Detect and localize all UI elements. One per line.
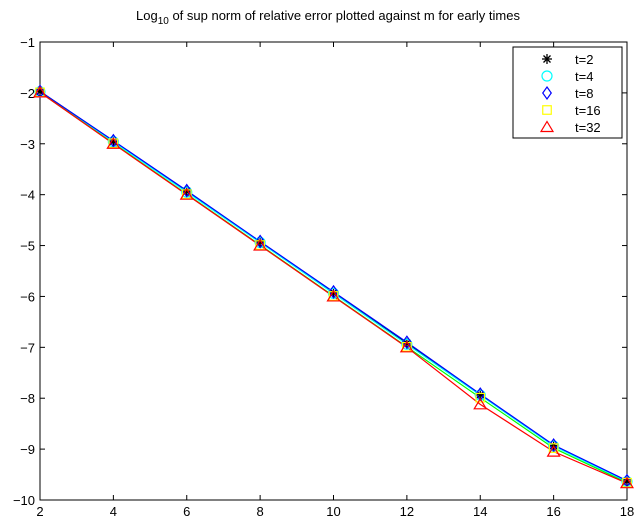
x-tick-label: 6	[183, 504, 190, 519]
y-tick-label: −1	[20, 35, 35, 50]
data-point	[181, 183, 192, 198]
data-point	[548, 443, 559, 453]
data-point	[475, 387, 486, 402]
legend-marker	[539, 120, 555, 133]
y-tick-label: −8	[20, 391, 35, 406]
y-tick-label: −2	[20, 86, 35, 101]
data-point	[399, 340, 414, 353]
legend-marker	[542, 54, 552, 64]
y-tick-label: −6	[20, 289, 35, 304]
legend-marker	[542, 85, 552, 101]
chart-title: Log10 of sup norm of relative error plot…	[136, 8, 520, 27]
legend-label: t=2	[575, 52, 593, 67]
data-point	[475, 392, 486, 403]
x-tick-label: 16	[546, 504, 560, 519]
data-point	[179, 188, 194, 200]
legend: t=2 t=4 t=8 t=16 t=32	[512, 46, 623, 139]
x-tick-label: 14	[473, 504, 487, 519]
x-tick-label: 10	[326, 504, 340, 519]
chart-title-rest: of sup norm of relative error plotted ag…	[169, 8, 521, 23]
legend-marker	[542, 105, 552, 115]
data-point	[253, 238, 268, 251]
data-point	[401, 335, 412, 350]
series-group	[32, 84, 634, 489]
data-point	[106, 137, 121, 149]
legend-label: t=32	[575, 120, 601, 135]
x-tick-label: 2	[36, 504, 43, 519]
data-point	[619, 476, 634, 489]
y-tick-label: −3	[20, 137, 35, 152]
chart-title-subscript: 10	[158, 16, 170, 27]
y-tick-label: −9	[20, 442, 35, 457]
data-point	[546, 444, 561, 457]
data-point	[473, 397, 488, 410]
y-tick-label: −10	[13, 493, 35, 508]
legend-label: t=4	[575, 69, 593, 84]
data-point	[328, 284, 339, 299]
data-point	[326, 289, 341, 302]
x-tick-label: 12	[400, 504, 414, 519]
y-tick-label: −5	[20, 239, 35, 254]
legend-label: t=16	[575, 103, 601, 118]
axes: 2 4 6 8 10 12 14 16 18 −10 −9 −8 −7 −6 −5 −4 −3 −2 −1	[13, 35, 634, 519]
x-tick-label: 18	[620, 504, 634, 519]
y-tick-label: −4	[20, 188, 35, 203]
chart-title-prefix: Log	[136, 8, 158, 23]
legend-label: t=8	[575, 86, 593, 101]
data-point	[32, 85, 48, 98]
legend-box	[512, 46, 623, 139]
y-tick-label: −7	[20, 340, 35, 355]
x-tick-label: 4	[110, 504, 117, 519]
data-point	[548, 438, 559, 453]
legend-marker	[541, 70, 553, 82]
x-tick-label: 8	[257, 504, 264, 519]
data-point	[255, 234, 266, 249]
series-markers-4	[32, 85, 634, 489]
